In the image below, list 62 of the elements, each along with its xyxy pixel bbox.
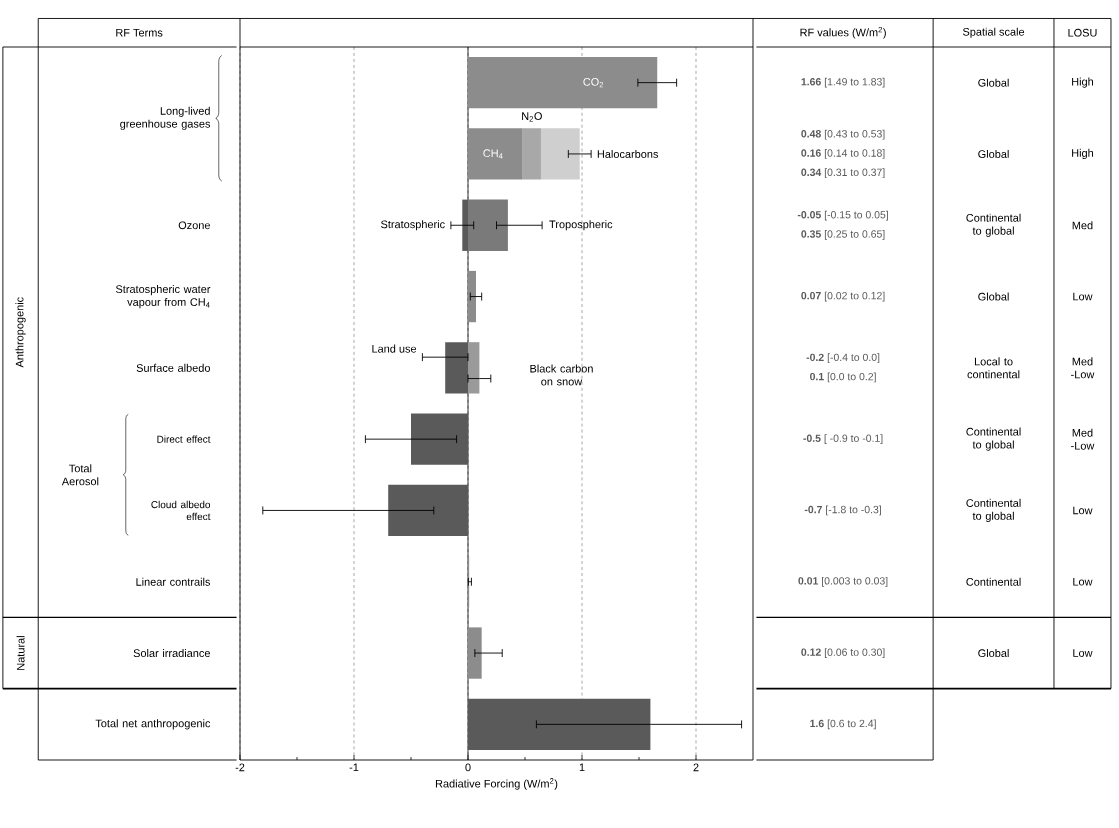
text: Local to continental <box>967 357 1020 379</box>
y-tick-label: Ozone <box>178 221 210 230</box>
annotation: Black carbon on snow <box>530 364 593 386</box>
text: Global <box>978 78 1009 87</box>
text: RF values (W/m$^{2}$) <box>800 26 886 39</box>
text: Continental <box>966 577 1021 586</box>
text: Global <box>978 292 1009 301</box>
text: Low <box>1073 506 1093 515</box>
annotation: Land use <box>372 344 417 353</box>
text: 1.6 [0.6 to 2.4] <box>810 719 876 730</box>
text: High <box>1072 77 1094 88</box>
text: Low <box>1073 577 1093 586</box>
text: High <box>1072 148 1094 160</box>
text: Med <box>1072 221 1093 230</box>
annotation: CO$_{2}$ <box>583 78 604 88</box>
y-tick-label: Linear contrails <box>136 577 211 586</box>
text: 1.66 [1.49 to 1.83] <box>801 77 885 88</box>
y-tick-label: Cloud albedo effect <box>151 500 211 521</box>
annotation: Halocarbons <box>597 149 659 158</box>
y-tick-label: Stratospheric water vapour from CH$_{4}$ <box>115 284 211 309</box>
text: Natural <box>16 636 25 670</box>
y-tick-label: Total net anthropogenic <box>95 719 211 730</box>
text: Continental to global <box>966 427 1021 451</box>
text: 0.1 [0.0 to 0.2] <box>810 372 876 383</box>
x-tick-label: 2 <box>693 763 699 772</box>
text: -0.5 [ -0.9 to -0.1] <box>803 434 883 445</box>
annotation: Stratospheric <box>381 220 445 231</box>
text: 0.34 [0.31 to 0.37] <box>801 168 885 179</box>
text: Anthropogenic <box>15 297 26 368</box>
text: Global <box>978 149 1009 158</box>
text: 0.12 [0.06 to 0.30] <box>801 648 885 658</box>
text: Total Aerosol <box>61 464 99 486</box>
y-tick-label: Surface albedo <box>136 363 210 372</box>
x-tick-label: 0 <box>465 763 471 772</box>
y-tick-label: Solar irradiance <box>133 649 210 658</box>
annotation: N$_{2}$O <box>522 112 542 122</box>
text: Spatial scale <box>962 27 1025 38</box>
text: 0.35 [0.25 to 0.65] <box>801 230 885 240</box>
annotation: CH$_{4}$ <box>483 149 503 159</box>
text: -0.05 [-0.15 to 0.05] <box>797 210 888 221</box>
text: Med -Low <box>1071 428 1095 450</box>
annotation: Tropospheric <box>549 220 613 231</box>
text: RF Terms <box>116 28 163 37</box>
text: Low <box>1073 649 1093 657</box>
text: 0.01 [0.003 to 0.03] <box>798 576 888 587</box>
text: Continental to global <box>966 498 1021 523</box>
text: -0.7 [-1.8 to -0.3] <box>804 505 881 516</box>
y-tick-label: Direct effect <box>157 435 211 443</box>
text: 0.07 [0.02 to 0.12] <box>801 291 885 302</box>
text: 0.48 [0.43 to 0.53] <box>801 129 885 140</box>
text: Global <box>978 649 1009 658</box>
x-tick-label: -2 <box>235 763 245 772</box>
text: 0.16 [0.14 to 0.18] <box>801 149 885 159</box>
x-tick-label: -1 <box>349 763 359 772</box>
x-axis-title: Radiative Forcing (W/m$^{2}$) <box>435 778 558 790</box>
text: LOSU <box>1068 28 1097 37</box>
text: -0.2 [-0.4 to 0.0] <box>806 353 880 364</box>
text: Med -Low <box>1071 357 1095 379</box>
text: Continental to global <box>966 213 1021 237</box>
text: Low <box>1073 292 1093 301</box>
y-tick-label: Long-lived greenhouse gases <box>120 106 211 130</box>
x-tick-label: 1 <box>579 763 585 772</box>
